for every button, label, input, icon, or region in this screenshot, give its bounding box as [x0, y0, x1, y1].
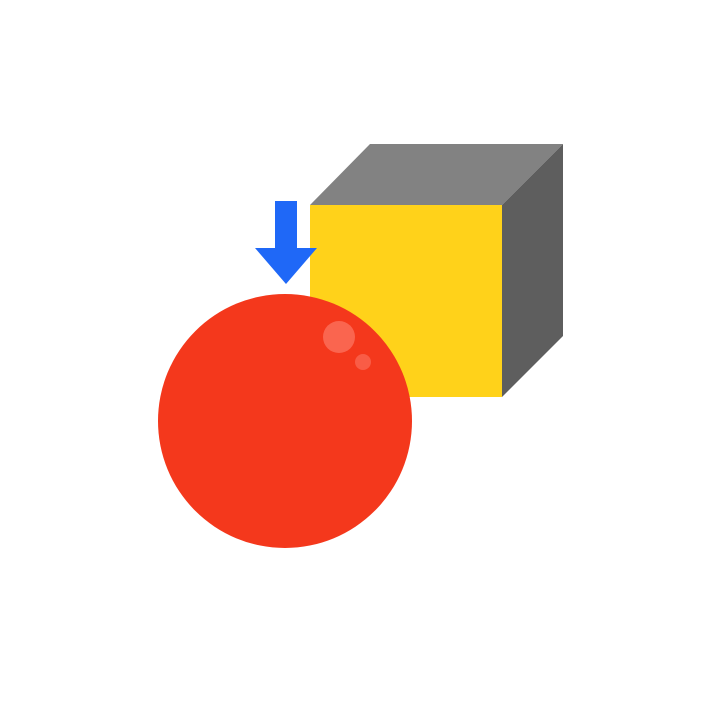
cube-top-face — [310, 144, 563, 205]
cube-side-face — [502, 144, 563, 397]
ball-highlight-small — [355, 354, 371, 370]
ball — [158, 294, 412, 548]
arrow-head — [255, 248, 317, 284]
ball-body — [158, 294, 412, 548]
arrow-shaft — [275, 201, 297, 249]
ball-highlight-large — [323, 321, 355, 353]
down-arrow-icon — [255, 201, 317, 284]
